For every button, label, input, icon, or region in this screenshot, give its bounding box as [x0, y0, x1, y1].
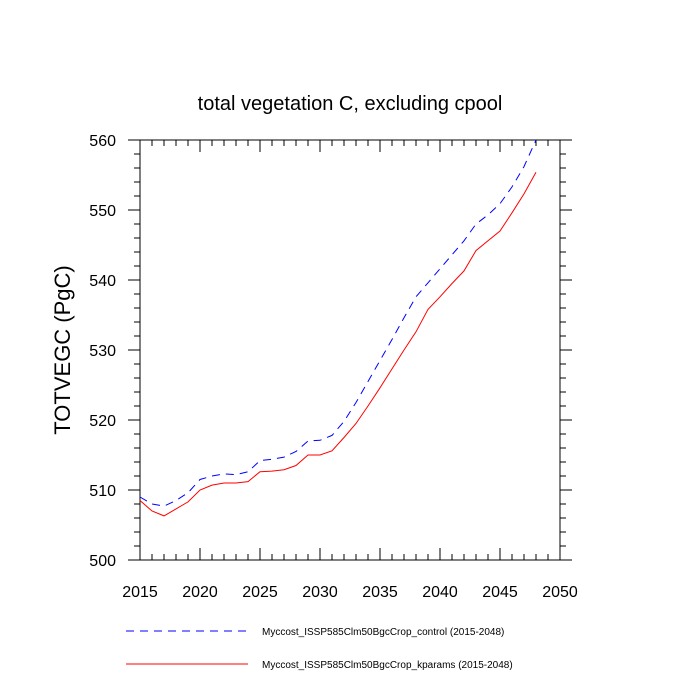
- x-tick-label: 2025: [242, 584, 278, 601]
- y-tick-label: 520: [89, 413, 116, 430]
- x-tick-label: 2035: [362, 584, 398, 601]
- x-tick-label: 2050: [542, 584, 578, 601]
- legend: Myccost_ISSP585Clm50BgcCrop_control (201…: [126, 627, 513, 671]
- x-tick-label: 2015: [122, 584, 158, 601]
- x-tick-label: 2020: [182, 584, 218, 601]
- y-tick-label: 550: [89, 203, 116, 220]
- y-tick-label: 530: [89, 343, 116, 360]
- series-line-kparams: [139, 171, 537, 517]
- axis-ticks: 2015 2020 2025 2030 2035 2040 2045 2050 500 510 52…: [89, 133, 578, 601]
- x-tick-label: 2040: [422, 584, 458, 601]
- series-layer: [139, 139, 537, 517]
- x-tick-label: 2030: [302, 584, 338, 601]
- y-tick-label: 500: [89, 553, 116, 570]
- y-tick-label: 510: [89, 483, 116, 500]
- y-tick-label: 540: [89, 273, 116, 290]
- series-line-control: [139, 139, 537, 507]
- chart-title: total vegetation C, excluding cpool: [198, 93, 503, 115]
- plot-frame: [139, 139, 561, 561]
- x-tick-label: 2045: [482, 584, 518, 601]
- y-axis-label: TOTVEGC (PgC): [50, 265, 75, 435]
- y-tick-label: 560: [89, 133, 116, 150]
- legend-label: Myccost_ISSP585Clm50BgcCrop_control (201…: [262, 627, 504, 638]
- legend-label: Myccost_ISSP585Clm50BgcCrop_kparams (201…: [262, 660, 513, 671]
